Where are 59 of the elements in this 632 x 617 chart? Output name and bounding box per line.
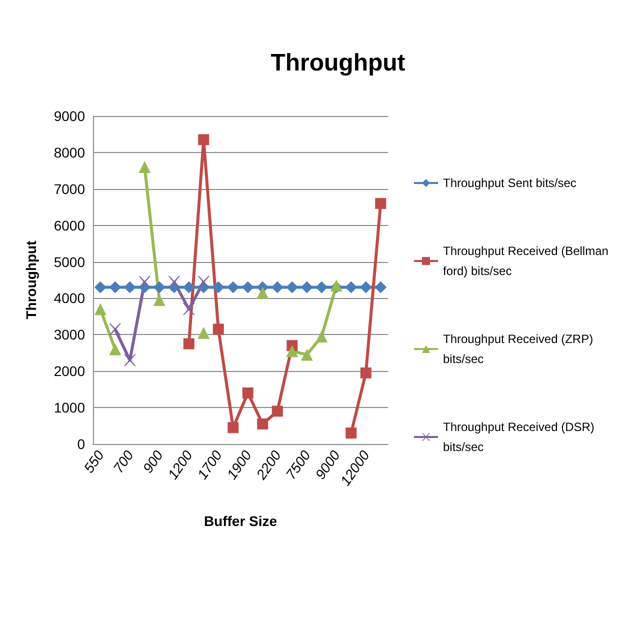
y-tick-label: 7000 [54, 180, 86, 197]
y-tick-label: 3000 [54, 326, 86, 343]
x-tick-label: 900 [139, 447, 166, 476]
point [153, 294, 166, 306]
point [138, 276, 151, 288]
y-tick-label: 6000 [54, 217, 86, 234]
point [124, 354, 136, 366]
point [109, 343, 122, 356]
point [182, 303, 195, 316]
y-tick-label: 8000 [54, 144, 86, 160]
point [242, 281, 254, 294]
point [271, 281, 284, 294]
legend-label: Throughput Sent bits/sec [443, 176, 576, 190]
point [94, 281, 106, 294]
point [375, 198, 386, 209]
point [94, 303, 106, 316]
point [198, 134, 210, 146]
y-tick-label: 9000 [54, 108, 86, 124]
point [316, 281, 328, 294]
point [182, 281, 195, 294]
point [345, 281, 358, 294]
point [198, 326, 210, 339]
point [183, 338, 194, 350]
point [109, 281, 122, 294]
y-axis-title: Throughput [23, 240, 39, 320]
point [212, 324, 224, 335]
legend-label: Throughput Received (ZRP) bits/sec [443, 332, 596, 366]
legend-label: Throughput Received (DSR) bits/sec [443, 420, 598, 454]
x-axis-title: Buffer Size [204, 513, 278, 529]
point [300, 348, 313, 361]
point [138, 161, 151, 174]
point [346, 428, 357, 439]
point [286, 345, 298, 358]
point [212, 281, 224, 294]
y-tick-label: 0 [77, 436, 86, 452]
point [109, 323, 122, 336]
point [228, 422, 239, 434]
point [168, 276, 180, 288]
point [374, 281, 387, 294]
x-tick-label: 700 [110, 447, 137, 476]
legend-label: Throughput Received (Bellman ford) bits/sec [443, 244, 612, 278]
point [360, 281, 372, 294]
point [300, 281, 313, 294]
point [124, 281, 136, 294]
point [272, 406, 283, 417]
point [153, 281, 166, 294]
y-tick-label: 5000 [54, 254, 86, 270]
y-tick-label: 4000 [54, 290, 86, 306]
point [360, 367, 372, 378]
point [256, 286, 269, 299]
point [286, 281, 298, 294]
chart-title: Throughput [270, 50, 406, 76]
point [316, 330, 328, 342]
y-tick-label: 1000 [54, 400, 86, 416]
point [227, 281, 240, 294]
point [242, 387, 254, 398]
y-tick-label: 2000 [54, 363, 86, 380]
point [257, 418, 268, 430]
point [198, 276, 210, 288]
